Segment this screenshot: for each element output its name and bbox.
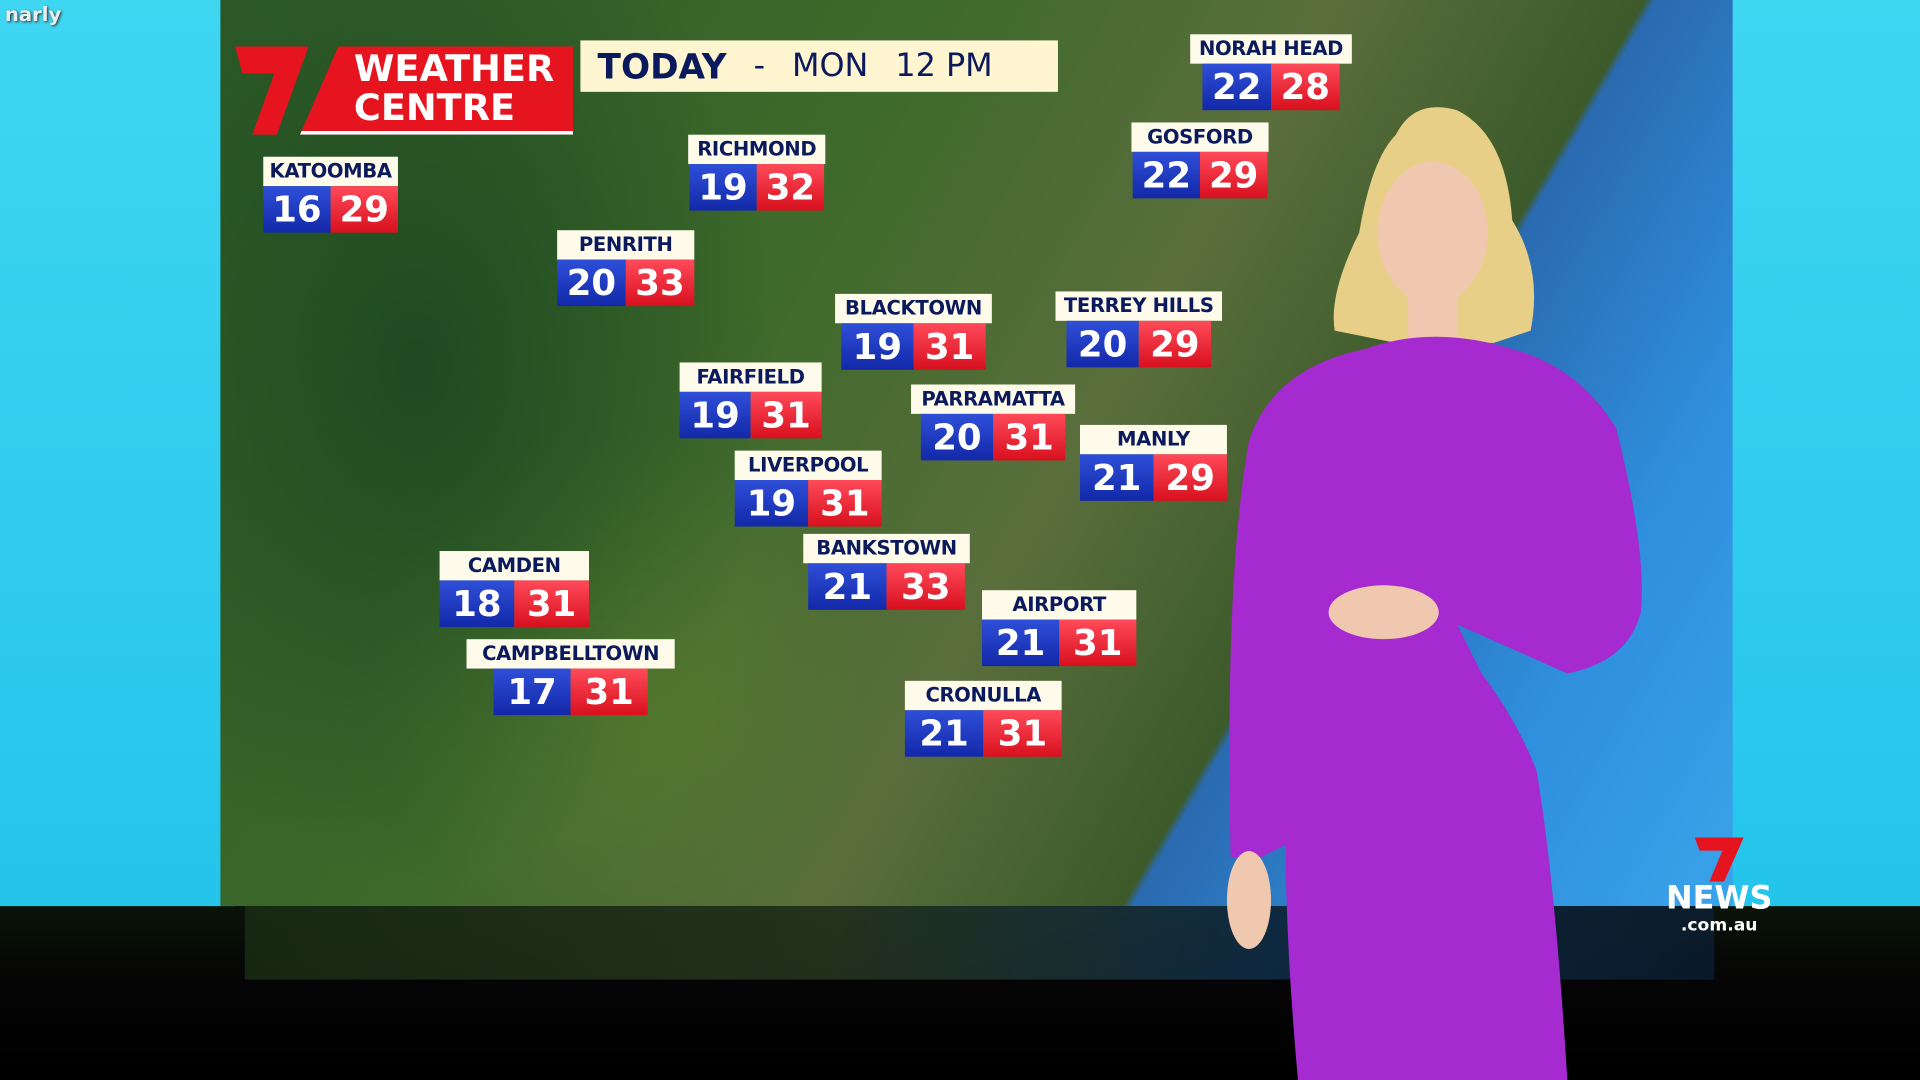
day-label: MON xyxy=(792,47,869,85)
station-airport: AIRPORT 21 31 xyxy=(982,590,1137,667)
station-bankstown: BANKSTOWN 21 33 xyxy=(803,533,970,610)
min-temp: 20 xyxy=(557,259,626,307)
station-blacktown: BLACKTOWN 19 31 xyxy=(835,293,992,370)
station-gosford: GOSFORD 22 29 xyxy=(1131,122,1269,199)
time-label: 12 PM xyxy=(895,47,993,85)
max-temp: 31 xyxy=(570,668,648,716)
temp-pair: 20 33 xyxy=(557,259,695,307)
temp-pair: 21 31 xyxy=(982,619,1137,667)
watermark: narly xyxy=(4,2,62,26)
station-richmond: RICHMOND 19 32 xyxy=(688,134,826,211)
min-temp: 20 xyxy=(1066,320,1139,368)
max-temp: 31 xyxy=(913,323,986,370)
station-name: CAMPBELLTOWN xyxy=(466,639,675,669)
temp-pair: 19 31 xyxy=(841,323,986,370)
min-temp: 18 xyxy=(439,580,515,627)
max-temp: 32 xyxy=(756,164,825,211)
separator: - xyxy=(753,47,766,85)
temp-pair: 17 31 xyxy=(493,668,648,716)
station-penrith: PENRITH 20 33 xyxy=(557,230,695,307)
news-logo-text: NEWS xyxy=(1665,880,1773,918)
station-name: LIVERPOOL xyxy=(734,450,882,481)
station-name: RICHMOND xyxy=(688,134,826,165)
station-name: TERREY HILLS xyxy=(1055,291,1223,321)
min-temp: 21 xyxy=(982,619,1060,667)
station-name: PENRITH xyxy=(557,230,695,260)
max-temp: 29 xyxy=(330,186,398,233)
max-temp: 29 xyxy=(1200,151,1268,199)
temp-pair: 16 29 xyxy=(263,186,398,233)
station-manly: MANLY 21 29 xyxy=(1080,424,1227,501)
temp-pair: 18 31 xyxy=(439,580,589,627)
max-temp: 29 xyxy=(1153,454,1227,501)
min-temp: 19 xyxy=(841,323,914,370)
forecast-time-bar: TODAY - MON 12 PM xyxy=(580,40,1058,92)
min-temp: 21 xyxy=(904,710,984,757)
min-temp: 22 xyxy=(1132,151,1201,199)
station-camden: CAMDEN 18 31 xyxy=(439,551,589,627)
max-temp: 33 xyxy=(886,563,965,610)
station-name: PARRAMATTA xyxy=(911,384,1076,414)
station-liverpool: LIVERPOOL 19 31 xyxy=(734,450,882,527)
max-temp: 31 xyxy=(750,391,822,439)
station-name: KATOOMBA xyxy=(263,156,398,187)
max-temp: 28 xyxy=(1271,63,1340,111)
studio-panel-right xyxy=(1714,0,1920,980)
min-temp: 20 xyxy=(920,413,994,461)
station-name: CAMDEN xyxy=(439,551,589,581)
station-parramatta: PARRAMATTA 20 31 xyxy=(911,384,1076,461)
min-temp: 17 xyxy=(493,668,571,716)
station-cronulla: CRONULLA 21 31 xyxy=(904,680,1062,757)
seven-logo-small-icon xyxy=(1694,837,1744,882)
studio-panel-left xyxy=(0,0,236,980)
station-katoomba: KATOOMBA 16 29 xyxy=(263,156,398,233)
news-logo-domain: .com.au xyxy=(1680,915,1758,936)
temp-pair: 19 31 xyxy=(679,391,822,439)
station-norah-head: NORAH HEAD 22 28 xyxy=(1190,34,1352,111)
temp-pair: 22 28 xyxy=(1202,63,1340,111)
temp-pair: 21 33 xyxy=(808,563,965,610)
weather-centre-banner: WEATHER CENTRE xyxy=(300,46,574,135)
station-name: CRONULLA xyxy=(904,680,1062,711)
station-name: MANLY xyxy=(1080,424,1227,455)
7news-logo: NEWS .com.au xyxy=(1646,837,1793,936)
min-temp: 22 xyxy=(1202,63,1272,111)
min-temp: 19 xyxy=(734,480,809,527)
station-name: FAIRFIELD xyxy=(679,362,822,392)
station-name: AIRPORT xyxy=(982,590,1137,620)
min-temp: 16 xyxy=(263,186,331,233)
presenter xyxy=(1226,107,1642,1080)
max-temp: 31 xyxy=(993,413,1066,461)
temp-pair: 19 31 xyxy=(734,480,882,527)
max-temp: 29 xyxy=(1138,320,1212,368)
station-fairfield: FAIRFIELD 19 31 xyxy=(679,362,822,439)
temp-pair: 19 32 xyxy=(689,164,825,211)
min-temp: 21 xyxy=(808,563,887,610)
max-temp: 31 xyxy=(983,710,1062,757)
station-name: BANKSTOWN xyxy=(803,533,970,564)
banner-line1: WEATHER xyxy=(353,47,555,91)
today-label: TODAY xyxy=(597,45,727,87)
temp-pair: 21 31 xyxy=(904,710,1062,757)
temp-pair: 22 29 xyxy=(1132,151,1268,199)
temp-pair: 21 29 xyxy=(1080,454,1227,501)
max-temp: 33 xyxy=(625,259,695,307)
min-temp: 19 xyxy=(689,164,757,211)
station-name: NORAH HEAD xyxy=(1190,34,1352,64)
min-temp: 21 xyxy=(1080,454,1154,501)
station-name: BLACKTOWN xyxy=(835,293,992,324)
seven-logo-icon xyxy=(235,46,309,135)
banner-line2: CENTRE xyxy=(353,86,516,130)
temp-pair: 20 29 xyxy=(1066,320,1212,368)
min-temp: 19 xyxy=(679,391,751,439)
max-temp: 31 xyxy=(1059,619,1137,667)
station-terrey-hills: TERREY HILLS 20 29 xyxy=(1055,291,1223,368)
station-campbelltown: CAMPBELLTOWN 17 31 xyxy=(466,639,675,716)
max-temp: 31 xyxy=(514,580,589,627)
max-temp: 31 xyxy=(808,480,882,527)
temp-pair: 20 31 xyxy=(920,413,1066,461)
station-name: GOSFORD xyxy=(1131,122,1269,152)
